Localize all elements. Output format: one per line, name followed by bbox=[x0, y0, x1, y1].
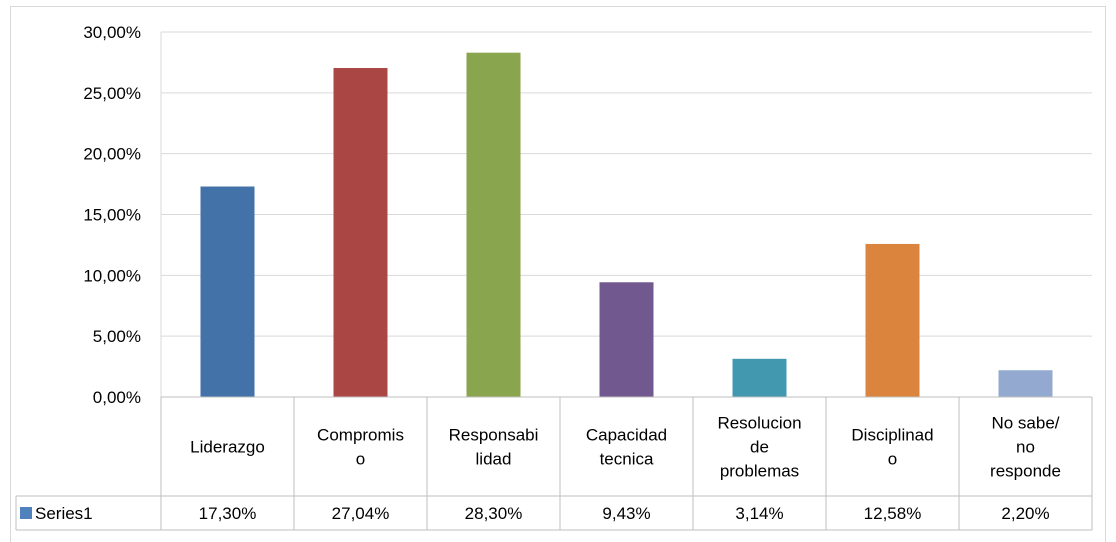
legend-series-name: Series1 bbox=[35, 504, 93, 523]
y-tick-label: 20,00% bbox=[83, 145, 141, 164]
chart-frame bbox=[10, 6, 1106, 542]
category-label: Liderazgo bbox=[190, 438, 265, 457]
category-label: Disciplinad o bbox=[851, 426, 933, 469]
data-table-value: 12,58% bbox=[864, 504, 922, 523]
data-table-value: 27,04% bbox=[332, 504, 390, 523]
legend-swatch bbox=[20, 507, 32, 519]
bar-5 bbox=[732, 358, 787, 397]
y-tick-label: 25,00% bbox=[83, 84, 141, 103]
bar-3 bbox=[466, 52, 521, 397]
bar-4 bbox=[599, 282, 654, 397]
data-table-value: 2,20% bbox=[1001, 504, 1049, 523]
y-tick-label: 15,00% bbox=[83, 206, 141, 225]
data-table-value: 9,43% bbox=[602, 504, 650, 523]
data-table-value: 3,14% bbox=[735, 504, 783, 523]
y-tick-label: 5,00% bbox=[93, 327, 141, 346]
bar-7 bbox=[998, 370, 1053, 397]
y-tick-label: 10,00% bbox=[83, 266, 141, 285]
bar-2 bbox=[333, 68, 388, 397]
category-label: Compromis o bbox=[317, 426, 404, 469]
category-label: Resolucion de problemas bbox=[717, 414, 801, 481]
category-label: Capacidad tecnica bbox=[586, 426, 667, 469]
data-table-value: 17,30% bbox=[199, 504, 257, 523]
bar-1 bbox=[200, 186, 255, 397]
category-label: No sabe/no responde bbox=[990, 414, 1061, 481]
category-label: Responsabi lidad bbox=[449, 426, 539, 469]
y-tick-label: 30,00% bbox=[83, 23, 141, 42]
data-table-value: 28,30% bbox=[465, 504, 523, 523]
y-tick-label: 0,00% bbox=[93, 388, 141, 407]
bar-6 bbox=[865, 243, 920, 397]
